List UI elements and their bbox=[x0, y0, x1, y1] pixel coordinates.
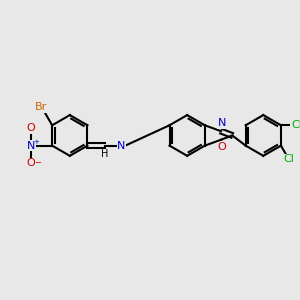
Text: O: O bbox=[218, 142, 226, 152]
Text: −: − bbox=[34, 159, 41, 168]
Text: Cl: Cl bbox=[283, 154, 294, 164]
Text: O: O bbox=[26, 123, 35, 133]
Text: N: N bbox=[27, 141, 35, 151]
Text: N: N bbox=[117, 141, 126, 151]
Text: O: O bbox=[26, 158, 35, 168]
Text: Cl: Cl bbox=[291, 120, 300, 130]
Text: N: N bbox=[218, 118, 226, 128]
Text: H: H bbox=[101, 149, 109, 159]
Text: +: + bbox=[34, 139, 40, 145]
Text: Br: Br bbox=[34, 102, 47, 112]
